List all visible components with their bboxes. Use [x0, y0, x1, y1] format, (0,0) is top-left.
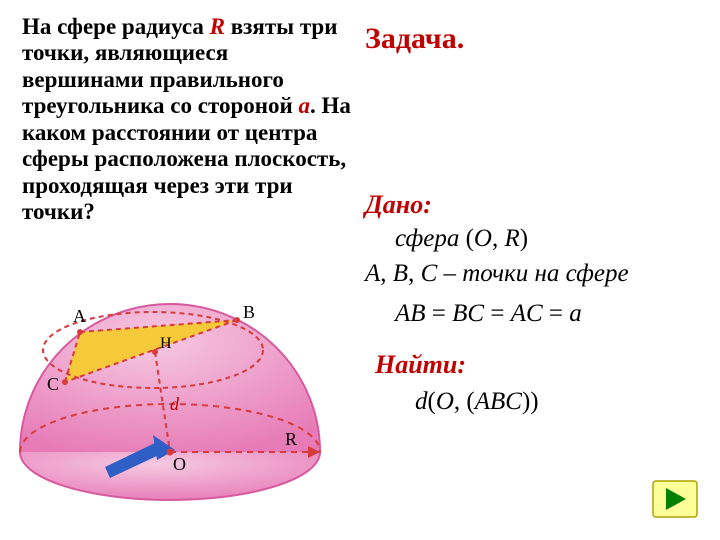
- c2: ,: [408, 260, 421, 287]
- op1: (: [428, 388, 436, 415]
- point-a: [77, 329, 83, 335]
- sphere-figure: A B C H O R d: [5, 260, 335, 510]
- point-h: [152, 349, 158, 355]
- c1: ,: [380, 260, 393, 287]
- cl2: )): [522, 388, 539, 415]
- label-b: B: [243, 302, 255, 322]
- math-C: C: [421, 260, 438, 287]
- math-sphere-word: сфера: [395, 225, 459, 252]
- math-sphere-args: (: [459, 225, 474, 252]
- problem-text: На сфере радиуса R взяты три точки, явля…: [22, 14, 352, 226]
- math-sides: AB = BC = AC = a: [395, 300, 582, 328]
- seg-ac: AC: [511, 300, 543, 327]
- eq3: =: [543, 300, 570, 327]
- next-button[interactable]: [652, 480, 698, 518]
- side-a: a: [569, 300, 582, 327]
- seg-bc: BC: [452, 300, 484, 327]
- arg-O: O: [436, 388, 454, 415]
- label-o: O: [173, 454, 186, 474]
- sphere-base-front: [20, 452, 320, 500]
- label-a: A: [73, 306, 86, 326]
- math-B: B: [393, 260, 408, 287]
- problem-title: Задача.: [365, 22, 464, 56]
- label-h: H: [160, 335, 172, 352]
- point-c: [62, 379, 68, 385]
- problem-var-R: R: [210, 14, 225, 39]
- close1: ): [520, 225, 528, 252]
- math-O: O: [474, 225, 492, 252]
- math-sphere: сфера (O, R): [395, 225, 528, 253]
- arg-ABC: ABC: [475, 388, 522, 415]
- problem-prefix: На сфере радиуса: [22, 14, 210, 39]
- math-R: R: [504, 225, 519, 252]
- find-label: Найти:: [375, 350, 466, 380]
- problem-var-a: а: [299, 93, 311, 118]
- sep1: ,: [492, 225, 505, 252]
- eq1: =: [426, 300, 453, 327]
- math-A: A: [365, 260, 380, 287]
- d-func: d: [415, 388, 428, 415]
- label-d: d: [170, 394, 180, 414]
- c3: , (: [454, 388, 475, 415]
- math-points-text: точки на сфере: [462, 260, 628, 287]
- math-find: d(O, (ABC)): [415, 388, 539, 416]
- point-b: [234, 317, 240, 323]
- eq2: =: [484, 300, 511, 327]
- math-points: A, B, C – точки на сфере: [365, 260, 629, 288]
- dash: –: [437, 260, 462, 287]
- seg-ab: AB: [395, 300, 426, 327]
- given-label: Дано:: [365, 190, 432, 220]
- label-r: R: [285, 429, 297, 449]
- label-c: C: [47, 374, 59, 394]
